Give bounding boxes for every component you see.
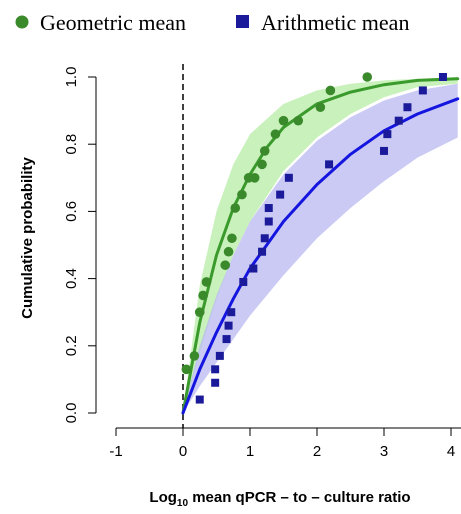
point-arithmetic-mean-0 bbox=[195, 395, 204, 404]
y-tick-label-5: 1.0 bbox=[63, 67, 80, 88]
legend-label-geometric-mean: Geometric mean bbox=[40, 10, 186, 35]
legend-marker-geometric-mean bbox=[15, 15, 29, 29]
y-axis: 0.0 0.2 0.4 0.6 0.8 1.0 bbox=[63, 67, 97, 424]
point-geometric-mean-18 bbox=[325, 85, 336, 96]
point-arithmetic-mean-4 bbox=[222, 335, 231, 344]
point-arithmetic-mean-6 bbox=[227, 308, 236, 317]
point-arithmetic-mean-18 bbox=[394, 116, 403, 125]
confidence-bands bbox=[183, 77, 458, 413]
point-geometric-mean-16 bbox=[293, 115, 304, 126]
point-arithmetic-mean-21 bbox=[438, 73, 447, 81]
point-geometric-mean-13 bbox=[259, 146, 270, 156]
band-arithmetic-mean bbox=[183, 83, 458, 413]
y-tick-label-2: 0.4 bbox=[63, 268, 80, 289]
point-geometric-mean-12 bbox=[257, 159, 267, 170]
y-tick-label-1: 0.2 bbox=[63, 335, 80, 356]
point-geometric-mean-7 bbox=[227, 233, 237, 244]
point-geometric-mean-11 bbox=[249, 173, 260, 183]
point-arithmetic-mean-20 bbox=[418, 86, 427, 95]
x-tick-label-0: -1 bbox=[109, 443, 122, 460]
y-tick-label-3: 0.6 bbox=[63, 201, 80, 222]
x-axis-title: Log10 mean qPCR – to – culture ratio bbox=[149, 489, 410, 509]
point-geometric-mean-0 bbox=[181, 364, 192, 375]
x-tick-label-1: 0 bbox=[179, 443, 187, 460]
point-arithmetic-mean-10 bbox=[260, 234, 269, 243]
point-geometric-mean-15 bbox=[278, 115, 289, 126]
legend-marker-arithmetic-mean bbox=[236, 15, 249, 28]
x-tick-label-5: 4 bbox=[447, 443, 455, 460]
point-geometric-mean-9 bbox=[237, 189, 247, 200]
x-axis-title-subscript: 10 bbox=[177, 498, 189, 509]
data-points bbox=[181, 72, 447, 404]
point-arithmetic-mean-7 bbox=[239, 277, 248, 286]
point-geometric-mean-1 bbox=[189, 351, 200, 361]
x-axis-title-prefix: Log bbox=[149, 489, 177, 506]
x-tick-label-4: 3 bbox=[380, 443, 388, 460]
point-arithmetic-mean-9 bbox=[258, 247, 267, 256]
legend: Geometric mean Arithmetic mean bbox=[15, 10, 409, 35]
point-geometric-mean-5 bbox=[220, 260, 231, 270]
point-arithmetic-mean-13 bbox=[276, 190, 285, 199]
point-arithmetic-mean-3 bbox=[215, 351, 224, 360]
legend-label-arithmetic-mean: Arithmetic mean bbox=[261, 10, 409, 35]
point-arithmetic-mean-2 bbox=[211, 365, 220, 374]
point-geometric-mean-2 bbox=[194, 307, 205, 318]
point-arithmetic-mean-17 bbox=[383, 130, 392, 139]
point-geometric-mean-4 bbox=[201, 277, 212, 287]
x-axis-title-suffix: mean qPCR – to – culture ratio bbox=[188, 489, 411, 506]
point-geometric-mean-6 bbox=[223, 246, 234, 257]
point-arithmetic-mean-19 bbox=[403, 103, 412, 112]
point-arithmetic-mean-8 bbox=[249, 264, 258, 273]
point-geometric-mean-17 bbox=[315, 102, 326, 113]
point-arithmetic-mean-12 bbox=[264, 204, 273, 213]
point-geometric-mean-3 bbox=[198, 290, 208, 301]
point-arithmetic-mean-1 bbox=[211, 378, 220, 387]
point-arithmetic-mean-11 bbox=[264, 217, 273, 226]
point-arithmetic-mean-15 bbox=[325, 160, 334, 169]
point-geometric-mean-8 bbox=[230, 203, 241, 213]
point-arithmetic-mean-14 bbox=[284, 173, 293, 182]
point-geometric-mean-19 bbox=[362, 72, 373, 82]
x-tick-label-3: 2 bbox=[313, 443, 321, 460]
point-arithmetic-mean-16 bbox=[380, 146, 388, 155]
x-tick-label-2: 1 bbox=[246, 443, 254, 460]
band-geometric-mean bbox=[183, 77, 458, 413]
y-tick-label-0: 0.0 bbox=[63, 403, 80, 424]
y-tick-label-4: 0.8 bbox=[63, 134, 80, 155]
fit-curve-arithmetic-mean bbox=[181, 97, 460, 415]
x-axis: -1 0 1 2 3 4 bbox=[109, 427, 461, 460]
point-arithmetic-mean-5 bbox=[224, 321, 233, 330]
point-geometric-mean-14 bbox=[270, 129, 281, 139]
y-axis-title: Cumulative probability bbox=[19, 157, 36, 319]
